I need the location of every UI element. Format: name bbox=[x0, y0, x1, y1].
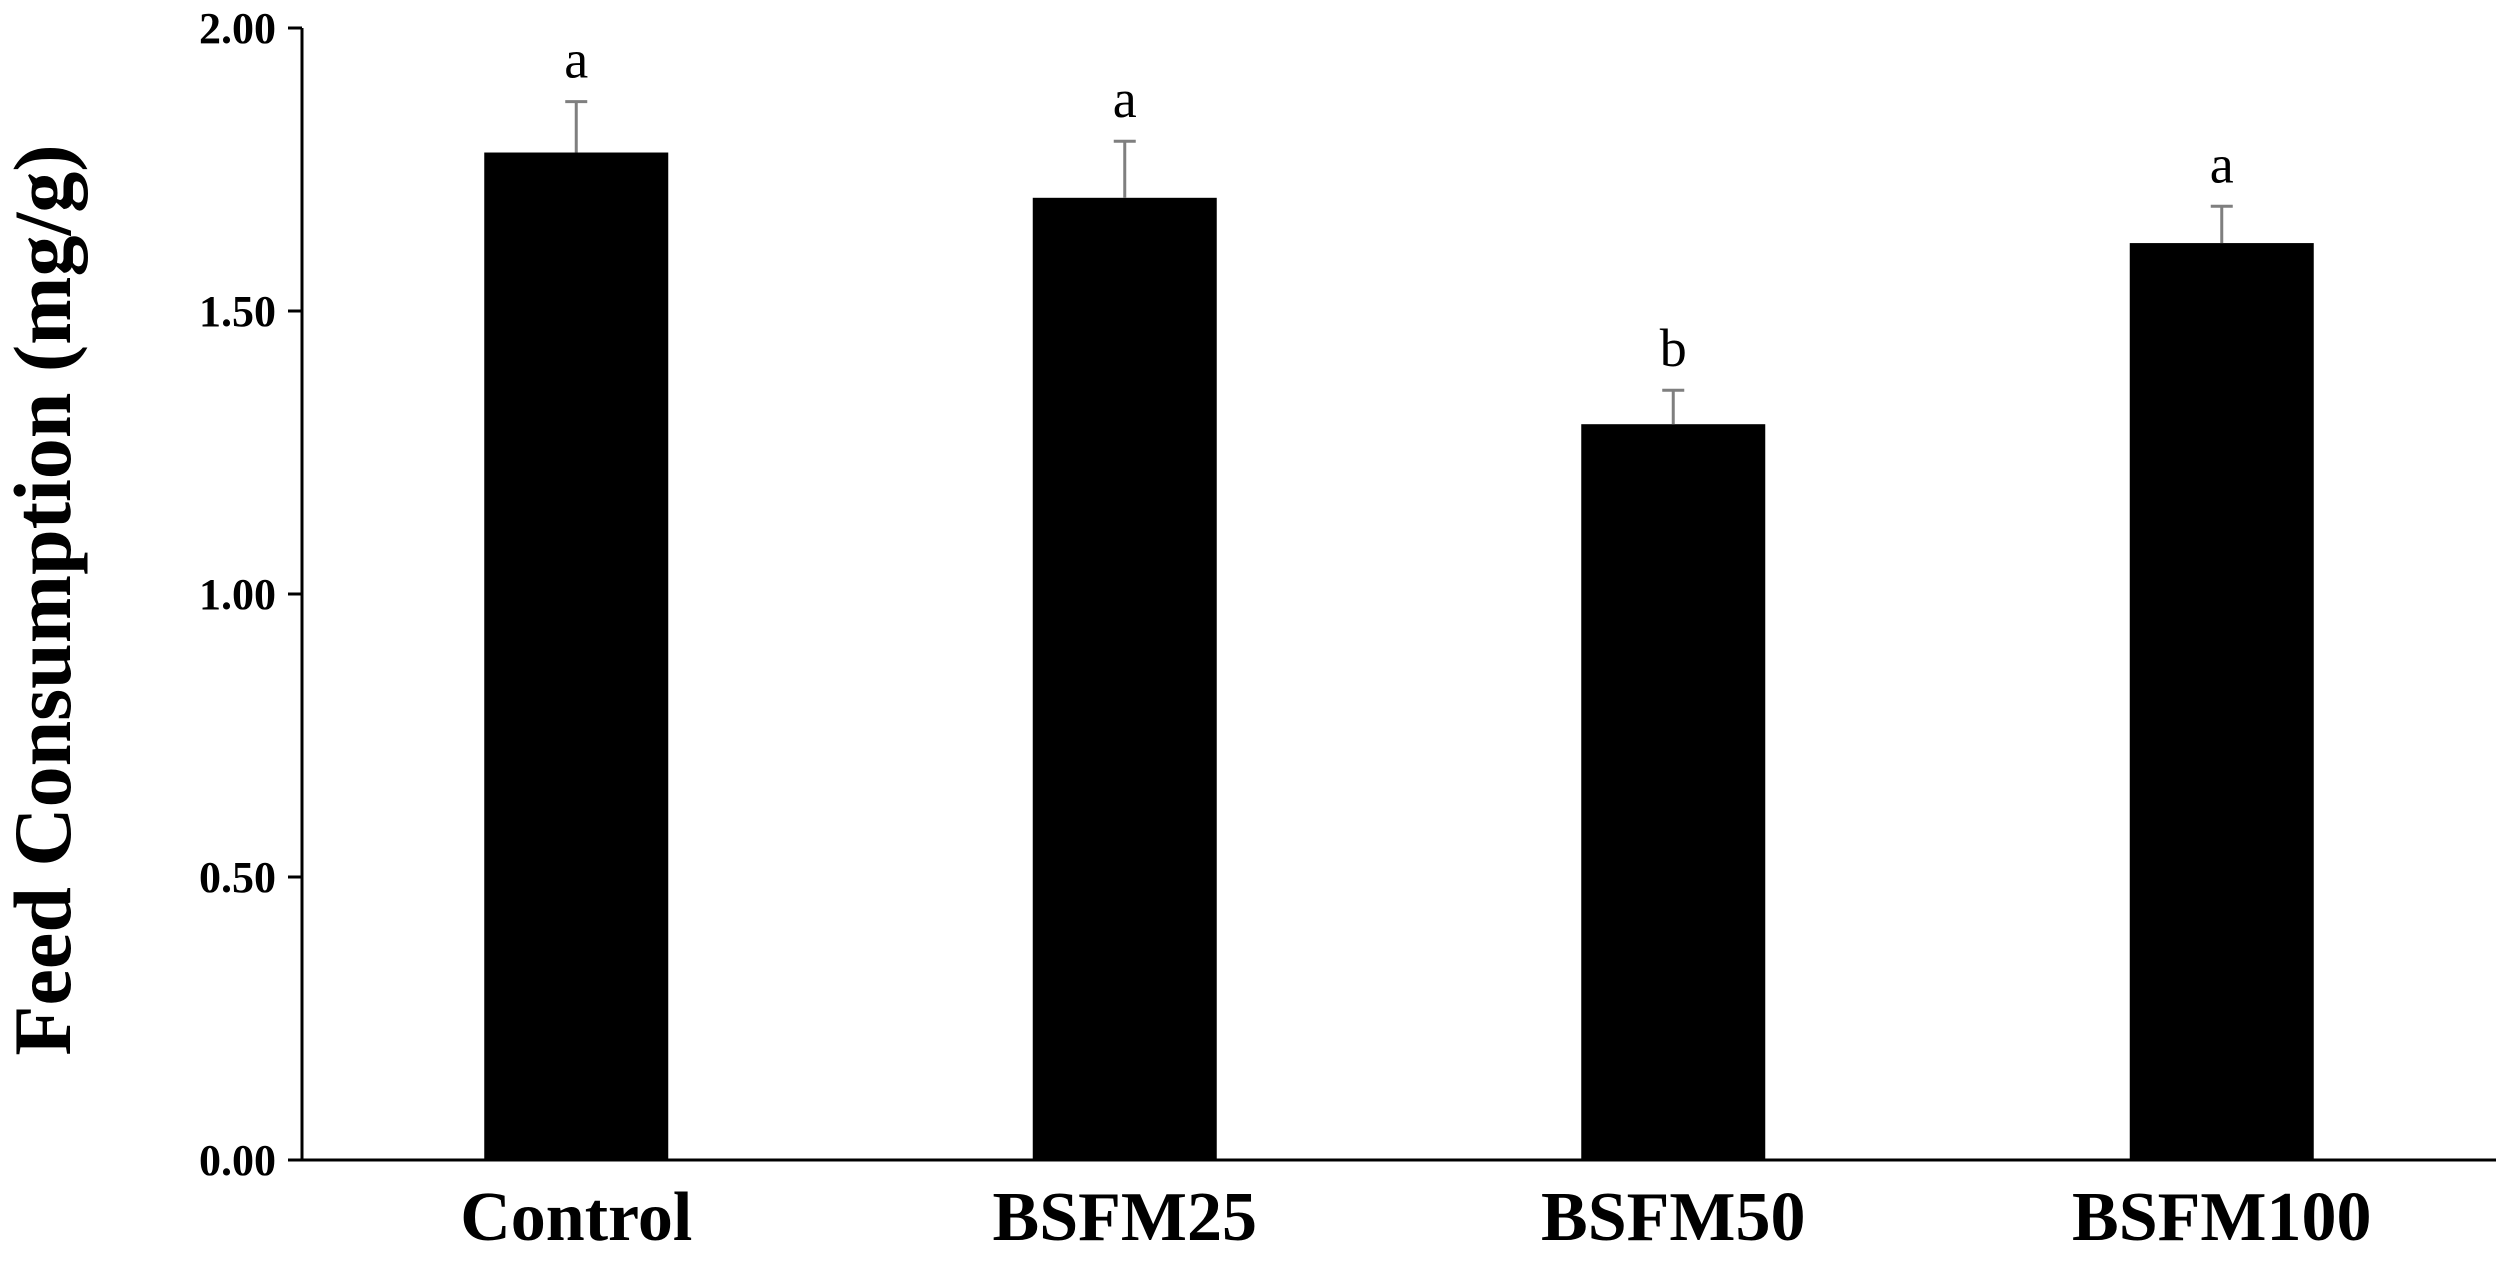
bar-bsfm25 bbox=[1032, 197, 1217, 1161]
y-tick-label: 1.50 bbox=[199, 287, 276, 336]
y-tick-label: 0.50 bbox=[199, 853, 276, 902]
y-axis-title: Feed Consumption (mg/g) bbox=[0, 144, 88, 1055]
category-label-bsfm100: BSFM100 bbox=[2072, 1179, 2371, 1256]
significance-label-bsfm50: b bbox=[1660, 318, 1687, 378]
y-tick-label: 1.00 bbox=[199, 570, 276, 619]
bar-control bbox=[484, 152, 669, 1160]
category-label-bsfm50: BSFM50 bbox=[1541, 1179, 1805, 1256]
category-label-control: Control bbox=[460, 1179, 692, 1256]
error-bars bbox=[565, 100, 2233, 425]
bars bbox=[484, 152, 2314, 1161]
y-tick-label: 0.00 bbox=[199, 1136, 276, 1185]
y-tick-label: 2.00 bbox=[199, 4, 276, 53]
significance-label-bsfm100: a bbox=[2210, 134, 2234, 194]
bar-bsfm100 bbox=[2129, 243, 2314, 1160]
y-tick-labels: 0.00 0.50 1.00 1.50 2.00 bbox=[199, 4, 276, 1185]
category-labels: Control BSFM25 BSFM50 BSFM100 bbox=[460, 1179, 2371, 1256]
category-label-bsfm25: BSFM25 bbox=[993, 1179, 1257, 1256]
bar-bsfm50 bbox=[1581, 424, 1766, 1160]
y-axis-title-group: Feed Consumption (mg/g) bbox=[0, 144, 88, 1055]
significance-label-control: a bbox=[564, 30, 588, 90]
significance-labels: a a b a bbox=[564, 30, 2234, 379]
significance-label-bsfm25: a bbox=[1113, 69, 1137, 129]
